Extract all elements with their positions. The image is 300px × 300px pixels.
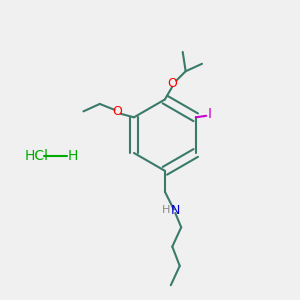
Text: I: I (208, 107, 212, 121)
Text: H: H (162, 205, 170, 215)
Text: HCl: HCl (25, 149, 49, 163)
Text: O: O (167, 76, 177, 90)
Text: H: H (68, 149, 78, 163)
Text: O: O (113, 105, 123, 118)
Text: N: N (171, 204, 180, 218)
